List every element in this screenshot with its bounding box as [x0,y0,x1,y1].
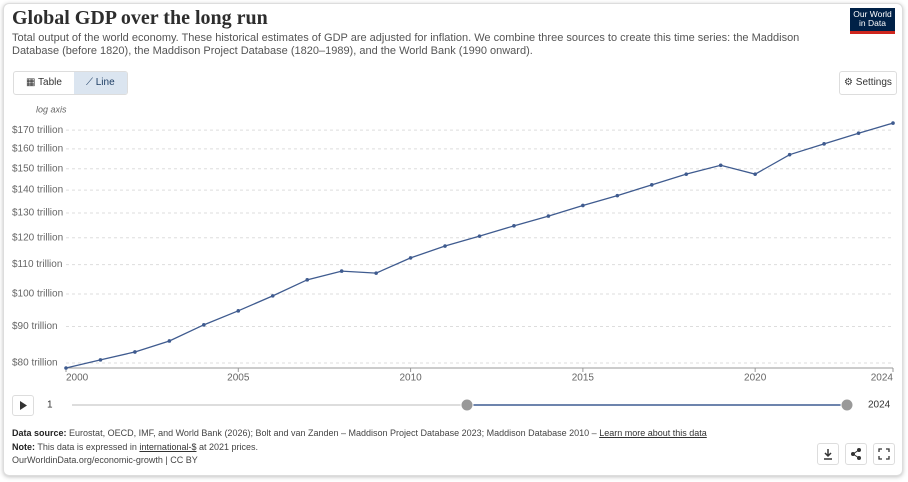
table-tab[interactable]: ▦ Table [26,77,62,88]
play-icon [20,401,27,410]
url-line: OurWorldinData.org/economic-growth | CC … [12,455,198,465]
source-line: Data source: Eurostat, OECD, IMF, and Wo… [12,428,707,438]
settings-button[interactable]: ⚙ Settings [839,71,897,95]
tab-label: Line [95,77,115,88]
logo-line: in Data [859,18,886,28]
share-button[interactable] [845,443,867,465]
note-line: Note: This data is expressed in internat… [12,442,258,452]
note-label: Note: [12,442,35,452]
url[interactable]: OurWorldinData.org/economic-growth | CC … [12,455,198,465]
download-icon [824,449,832,460]
view-tabs: ▦ Table ⟋ Line [13,71,128,95]
play-button[interactable] [12,395,34,416]
share-icon [851,448,861,460]
download-button[interactable] [817,443,839,465]
source-link[interactable]: Learn more about this data [599,428,707,438]
source-text: Eurostat, OECD, IMF, and World Bank (202… [69,428,597,438]
chart-subtitle: Total output of the world economy. These… [12,32,800,57]
logo[interactable]: Our World in Data [850,8,895,34]
card [3,3,903,476]
source-label: Data source: [12,428,67,438]
chart-title: Global GDP over the long run [12,7,268,29]
note-text: at 2021 prices. [198,442,259,452]
note-text: This data is expressed in [37,442,137,452]
line-tab[interactable]: ⟋ Line [73,72,127,94]
fullscreen-icon [878,448,890,460]
note-link[interactable]: international-$ [139,442,197,452]
tab-label: Table [38,77,62,88]
settings-label: Settings [855,77,892,88]
logo-line: Our World [853,9,892,19]
fullscreen-button[interactable] [873,443,895,465]
